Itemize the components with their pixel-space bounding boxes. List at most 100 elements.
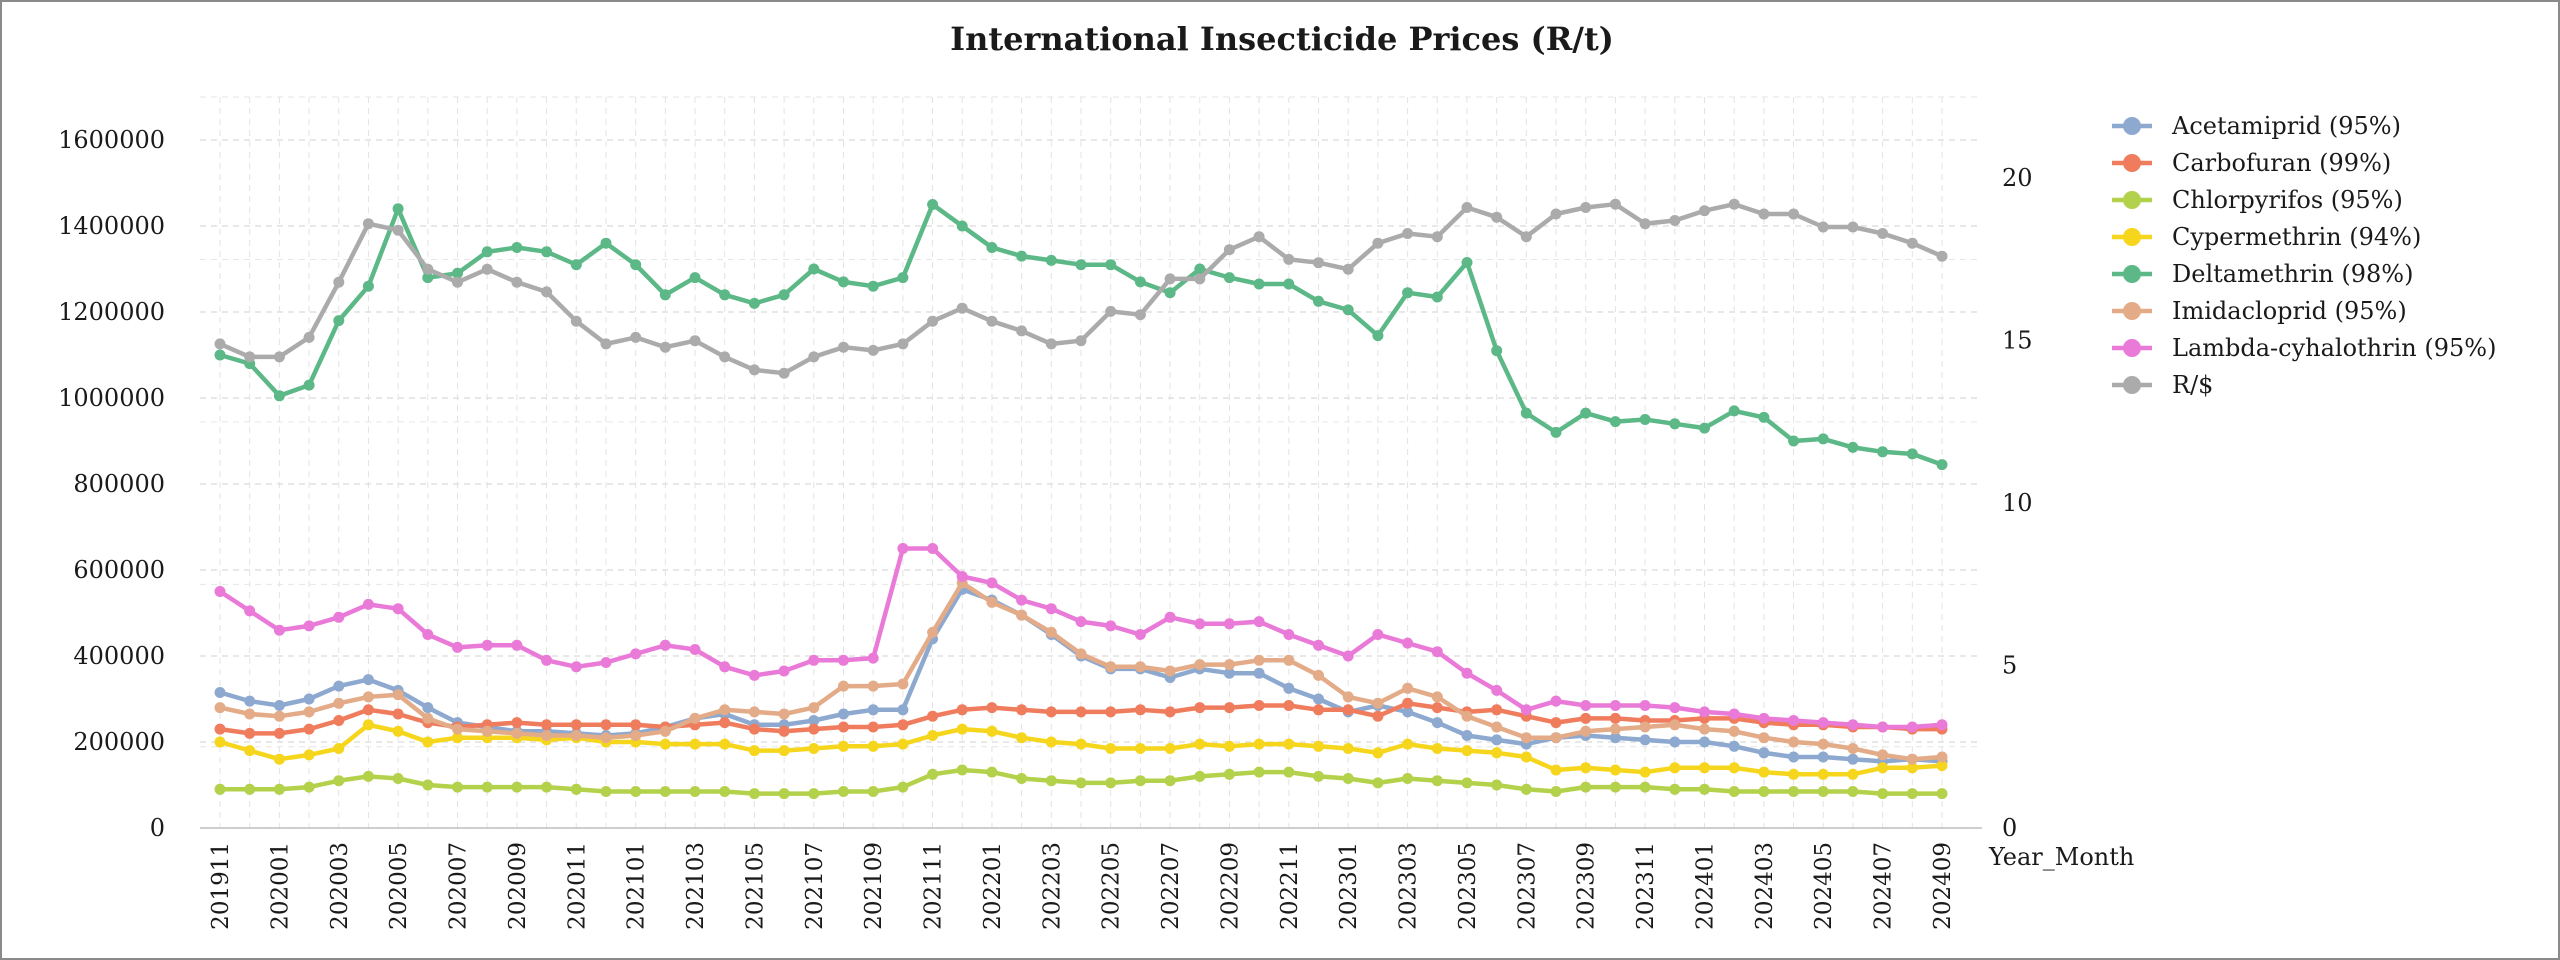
data-point xyxy=(1906,788,1918,800)
data-point xyxy=(1609,723,1621,735)
data-point xyxy=(956,723,968,735)
x-tick-label: 202111 xyxy=(921,842,947,930)
data-point xyxy=(303,749,315,761)
data-point xyxy=(1639,414,1651,425)
data-point xyxy=(897,781,909,793)
axes: 0 200000 400000 600000 800000 1000000 1200000 1… xyxy=(58,126,2032,930)
data-point xyxy=(511,276,523,288)
data-point xyxy=(719,704,731,716)
data-point xyxy=(570,783,582,795)
data-point xyxy=(1520,231,1532,243)
data-point xyxy=(630,786,642,797)
data-point xyxy=(1639,218,1651,230)
data-point xyxy=(333,697,345,709)
data-point xyxy=(481,639,493,651)
data-point xyxy=(659,738,671,750)
series-7 xyxy=(214,198,1948,379)
data-point xyxy=(214,702,226,714)
data-point xyxy=(1194,659,1206,671)
data-point xyxy=(719,289,731,301)
data-point xyxy=(630,648,642,660)
data-point xyxy=(630,331,642,343)
data-point xyxy=(1045,603,1057,615)
legend-marker xyxy=(2123,302,2141,320)
data-point xyxy=(600,732,612,744)
data-point xyxy=(362,280,374,292)
data-point xyxy=(689,786,701,797)
data-point xyxy=(1639,734,1651,746)
data-point xyxy=(1164,665,1176,677)
data-point xyxy=(600,338,612,350)
x-tick-label: 202107 xyxy=(802,842,828,930)
y-tick-label: 1200000 xyxy=(58,298,165,326)
data-point xyxy=(1461,710,1473,722)
data-point xyxy=(748,706,760,718)
data-point xyxy=(1669,762,1681,774)
data-point xyxy=(1817,433,1829,445)
data-point xyxy=(1164,273,1176,285)
data-point xyxy=(1728,405,1740,417)
data-point xyxy=(1283,682,1295,694)
y2-tick-label: 20 xyxy=(2002,164,2033,192)
legend-label: R/$ xyxy=(2172,371,2213,399)
data-point xyxy=(748,364,760,376)
data-point xyxy=(244,351,256,363)
data-point xyxy=(927,315,939,327)
data-point xyxy=(808,715,820,726)
data-point xyxy=(362,218,374,230)
data-point xyxy=(1253,231,1265,243)
data-point xyxy=(600,786,612,797)
legend-item: Acetamiprid (95%) xyxy=(2112,112,2401,140)
data-point xyxy=(481,725,493,737)
data-point xyxy=(1788,715,1800,726)
data-point xyxy=(1402,287,1414,299)
data-point xyxy=(273,753,285,765)
data-point xyxy=(1431,702,1443,714)
x-tick-label: 202105 xyxy=(742,842,768,930)
data-point xyxy=(481,263,493,275)
data-point xyxy=(362,770,374,782)
data-point xyxy=(719,717,731,729)
data-point xyxy=(1550,208,1562,220)
data-point xyxy=(1283,253,1295,265)
data-point xyxy=(1431,743,1443,754)
data-point xyxy=(1342,704,1354,716)
data-point xyxy=(1699,736,1710,748)
data-point xyxy=(481,781,493,793)
y2-tick-label: 0 xyxy=(2002,814,2017,842)
data-point xyxy=(244,695,256,707)
data-point xyxy=(956,302,968,314)
data-point xyxy=(1223,659,1235,671)
data-point xyxy=(511,781,523,793)
data-point xyxy=(778,289,790,301)
data-point xyxy=(927,626,939,638)
data-point xyxy=(689,335,701,347)
series-2 xyxy=(214,764,1948,800)
data-point xyxy=(1223,272,1235,284)
legend-item: Deltamethrin (98%) xyxy=(2112,260,2413,288)
legend-item: Imidacloprid (95%) xyxy=(2112,297,2407,325)
x-tick-label: 202407 xyxy=(1871,842,1897,930)
data-point xyxy=(362,674,374,686)
x-tick-label: 202301 xyxy=(1336,842,1362,930)
data-point xyxy=(333,715,345,726)
data-point xyxy=(541,286,553,298)
data-point xyxy=(1936,760,1948,772)
data-point xyxy=(838,740,849,752)
data-point xyxy=(808,351,820,363)
data-point xyxy=(1491,345,1503,357)
legend-marker xyxy=(2123,376,2141,394)
data-point xyxy=(1253,278,1265,290)
data-point xyxy=(1461,667,1473,679)
data-point xyxy=(1402,228,1414,239)
data-point xyxy=(897,543,909,554)
data-point xyxy=(808,743,820,754)
data-point xyxy=(1728,786,1740,797)
data-point xyxy=(362,704,374,716)
legend-marker xyxy=(2123,265,2141,283)
data-point xyxy=(1194,738,1206,750)
x-tick-label: 202011 xyxy=(564,842,590,930)
data-point xyxy=(748,788,760,800)
y-tick-label: 1400000 xyxy=(58,212,165,240)
